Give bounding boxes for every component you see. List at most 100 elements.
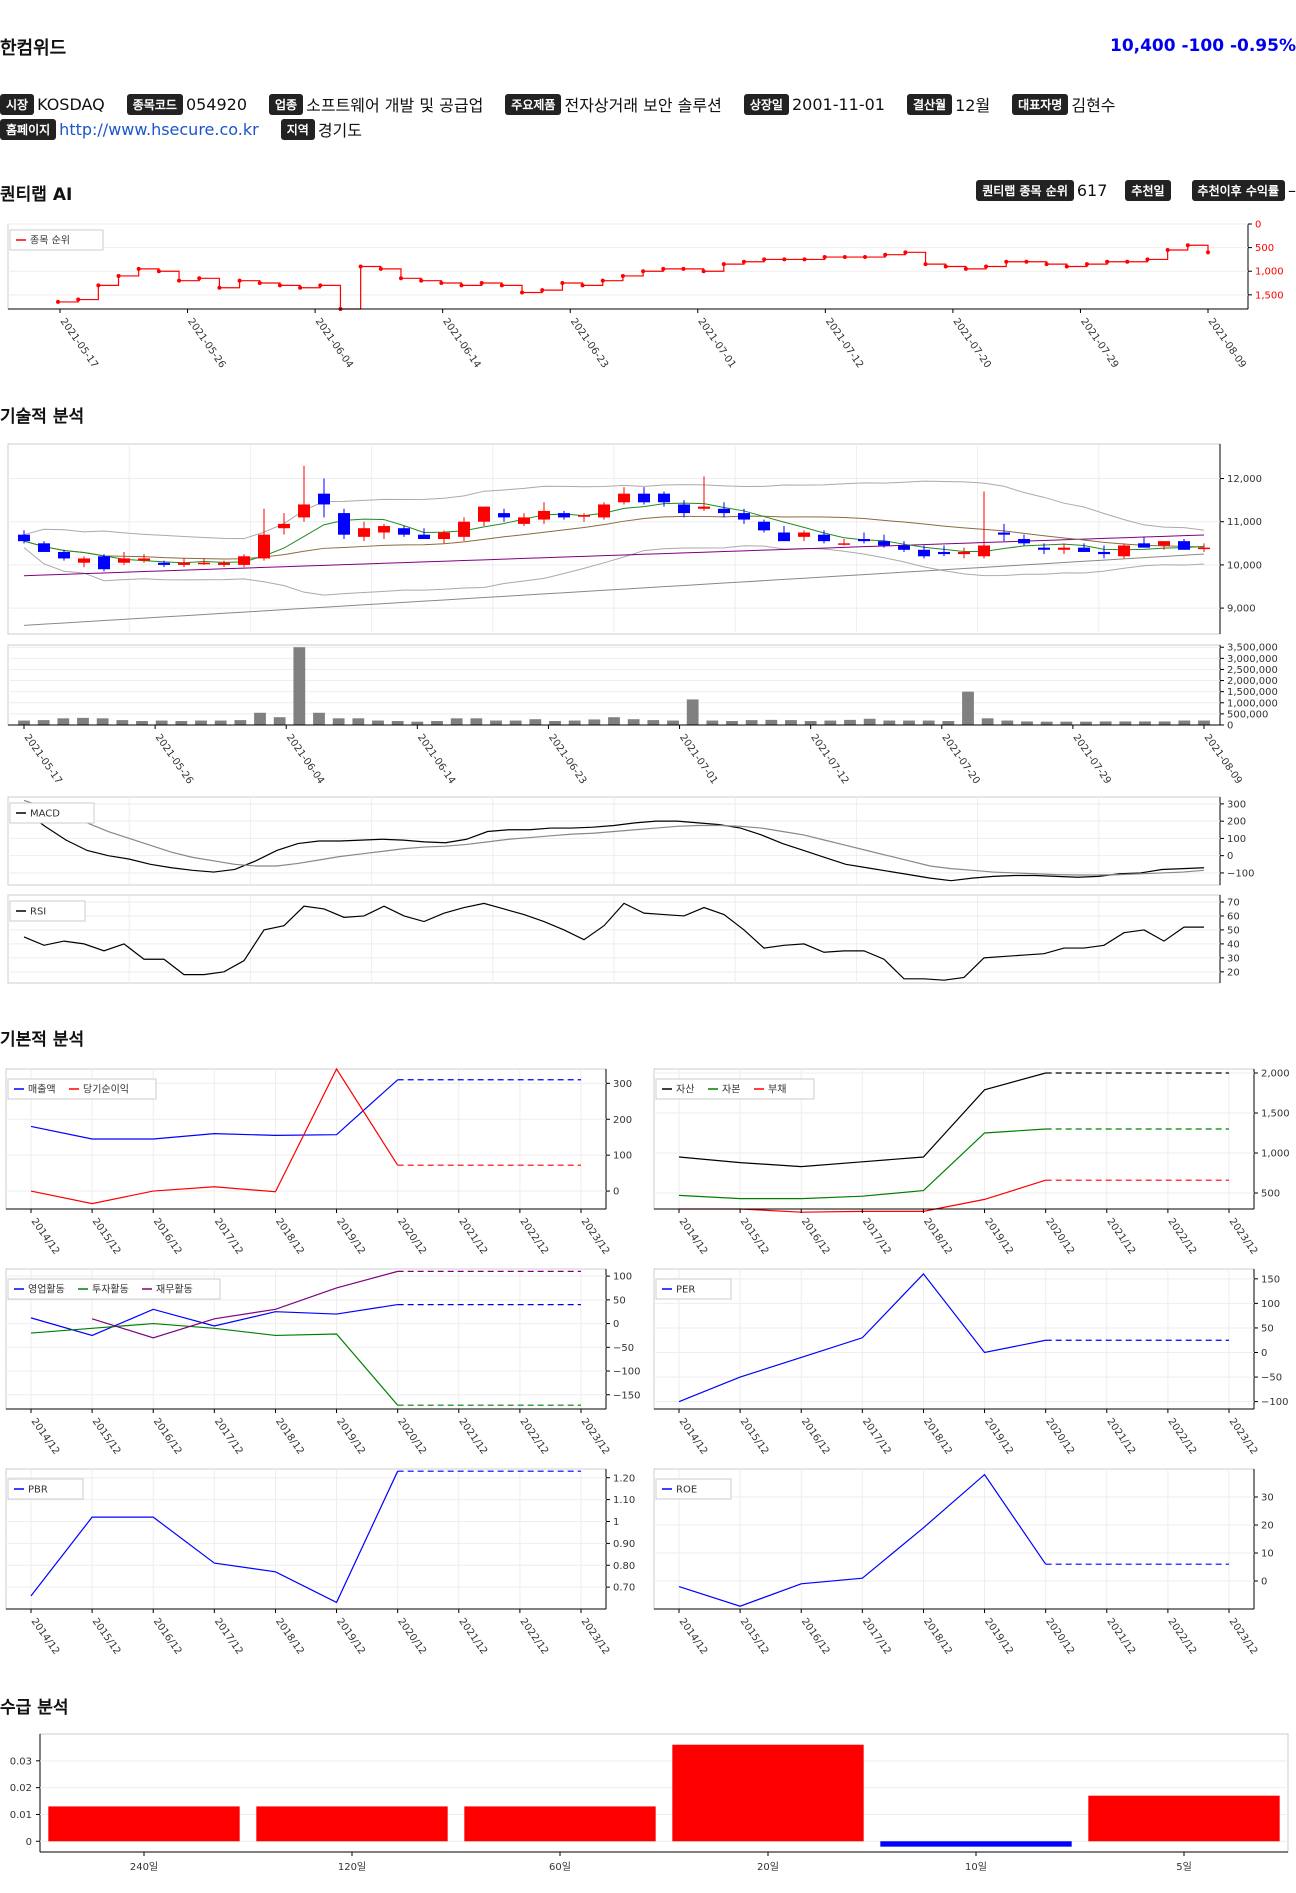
candle-body [1138,543,1150,548]
x-tick-label: 2019/12 [334,1616,367,1656]
rank-point [1185,243,1190,248]
rank-point [1125,259,1130,264]
volume-bar [450,718,463,725]
rank-point [1084,262,1089,267]
x-tick-label: 2016/12 [799,1616,832,1656]
x-tick-label: 2014/12 [677,1216,710,1256]
roe-line [678,1473,1047,1607]
y-tick-label: 50 [1227,925,1240,936]
cashflow-chart: −150 −100 −50 0 50 100 2014/12 2015/12 2016/12 20… [5,1268,640,1457]
legend-label: 부채 [768,1084,786,1096]
y-tick-label: 500,000 [1227,709,1268,720]
x-tick-label: 2021-05-17 [22,732,64,786]
legend-label: 재무활동 [156,1283,193,1296]
supply-bar [1088,1795,1280,1842]
candle-body [1158,541,1170,546]
y-tick-label: 500 [1261,1189,1280,1200]
rank-point [76,297,81,302]
candle-body [1038,547,1050,550]
y-tick-label: 0 [613,1187,619,1198]
x-tick-label: 2014/12 [29,1616,62,1656]
volume-bar [1060,721,1073,725]
volume-bar [372,720,384,725]
x-tick-label: 2022/12 [517,1616,550,1656]
y-tick-label: 12,000 [1227,474,1262,485]
volume-bar [1198,720,1210,725]
market-value: KOSDAQ [37,94,105,114]
y-tick-label: 9,000 [1227,604,1256,615]
rank-point [701,269,706,274]
y-tick-label: 30 [1261,1493,1274,1504]
ceo-label: 대표자명 [1012,93,1069,115]
y-tick-label: 0.02 [10,1783,32,1794]
x-tick-label: 2016/12 [799,1416,832,1456]
rank-value: 617 [1076,181,1108,200]
x-tick-label: 20일 [757,1861,779,1873]
x-tick-label: 2015/12 [738,1616,771,1656]
volume-bar [391,721,404,725]
legend-label: 종목 순위 [30,234,70,247]
pbr-line [30,1470,399,1604]
x-tick-label: 2020/12 [395,1616,428,1656]
y-tick-label: 11,000 [1227,517,1262,528]
y-tick-label: 0 [1227,851,1233,862]
rank-point [842,255,847,260]
x-tick-label: 5일 [1176,1861,1192,1873]
volume-bar [1178,720,1191,725]
x-tick-label: 2021-06-23 [568,316,610,370]
rank-chart: 0 500 1,000 1,500 2021-05-17 2021-05-26 2021-0… [7,220,1284,370]
code-value: 054920 [185,94,248,114]
legend-box [9,229,104,251]
x-tick-label: 2018/12 [921,1216,954,1256]
candle-chart: 9,000 10,000 11,000 12,000 [7,443,1262,635]
x-tick-label: 2022/12 [1165,1616,1198,1656]
x-tick-label: 2020/12 [395,1216,428,1256]
x-tick-label: 2021-07-12 [823,316,865,370]
rank-point [681,266,686,271]
y-tick-label: 40 [1227,939,1240,950]
candle-body [58,551,70,559]
rank-point [943,264,948,269]
x-tick-label: 2023/12 [1227,1616,1260,1656]
section-supply: 수급 분석 [0,1698,69,1718]
rank-point [237,278,242,283]
candle-body [538,510,550,520]
candle-body [38,543,50,552]
y-tick-label: −100 [1261,1397,1288,1408]
company-name: 한컴위드 [0,38,67,59]
candle-body [578,515,590,517]
volume-bar [706,720,719,725]
code-label: 종목코드 [126,93,183,115]
candle-body [318,493,330,505]
cashflow-line [30,1304,398,1337]
x-tick-label: 2021-08-09 [1202,732,1244,786]
y-tick-label: 1,000 [1261,1149,1290,1160]
y-tick-label: 0 [1227,721,1233,732]
rank-point [56,299,60,304]
rank-point [1206,250,1210,255]
x-tick-label: 60일 [549,1861,571,1873]
y-tick-label: 60 [1227,911,1240,922]
rank-point [741,259,746,264]
balance-chart: 500 1,000 1,500 2,000 2014/12 2015/12 2016/12 2… [653,1068,1290,1257]
rank-point [177,278,182,283]
rank-point [1004,259,1009,264]
homepage-link[interactable]: http://www.hsecure.co.kr [59,119,259,139]
legend-box [7,1278,221,1300]
rank-point [378,266,383,271]
candle-body [798,532,810,537]
volume-bar [588,719,601,725]
candle-body [18,534,30,542]
x-tick-label: 2018/12 [273,1416,306,1456]
y-tick-label: 3,500,000 [1227,643,1278,654]
y-tick-label: 0 [613,1319,619,1330]
rank-point [762,257,767,262]
rank-point [661,266,666,271]
y-tick-label: 20 [1261,1521,1274,1532]
volume-bar [962,691,974,725]
rank-point [822,255,827,260]
product-value: 전자상거래 보안 솔루션 [564,96,722,115]
x-tick-label: 2014/12 [677,1616,710,1656]
x-tick-label: 2017/12 [860,1616,893,1656]
x-tick-label: 2017/12 [860,1416,893,1456]
